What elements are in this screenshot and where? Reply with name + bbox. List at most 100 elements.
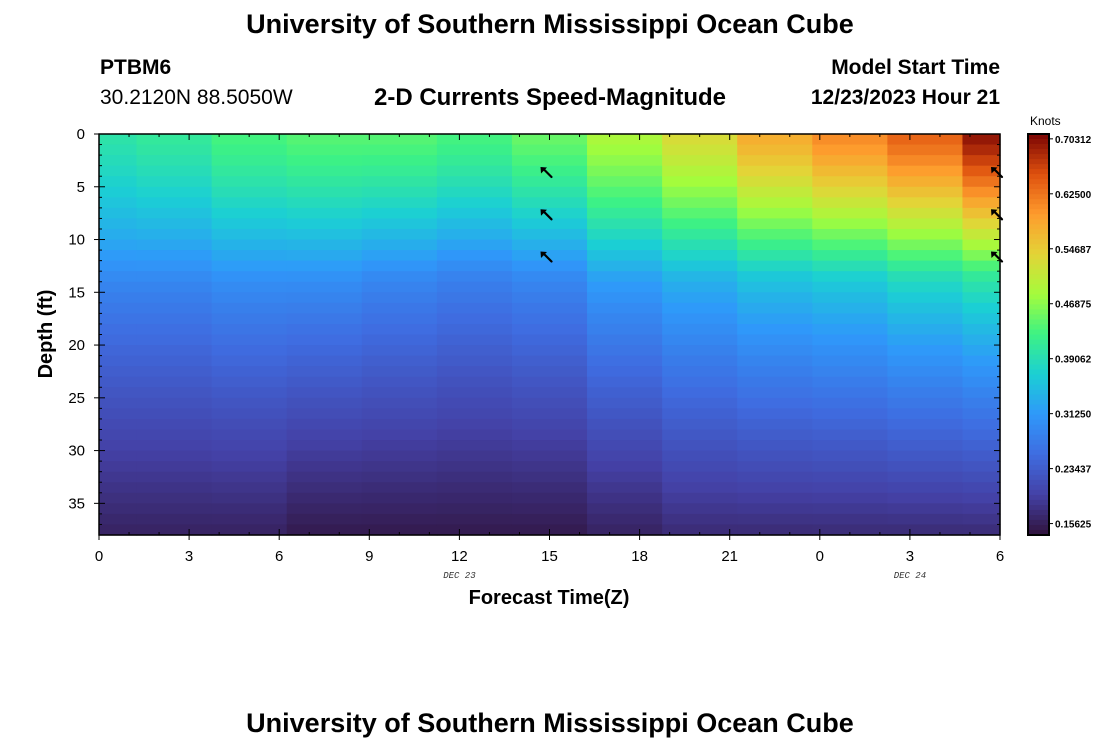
colorbar-frame [1027, 133, 1050, 536]
heatmap-cell [662, 207, 738, 220]
heatmap-cell [436, 323, 513, 336]
colorbar-cell [1028, 234, 1049, 240]
colorbar-cell [1028, 499, 1049, 506]
heatmap-cell [662, 218, 738, 230]
heatmap-cell [662, 387, 738, 399]
heatmap-cell [587, 513, 663, 526]
heatmap-cell [211, 165, 288, 177]
heatmap-cell [962, 186, 1001, 198]
x-tick-label: 18 [631, 548, 648, 565]
colorbar-cell [1028, 189, 1049, 195]
heatmap-cell [662, 492, 738, 504]
colorbar-cell [1028, 224, 1049, 230]
heatmap-cell [136, 186, 213, 198]
heatmap-cell [99, 313, 138, 325]
heatmap-cell [662, 186, 738, 198]
heatmap-cell [737, 429, 813, 441]
heatmap-cell [436, 155, 513, 167]
colorbar-cell [1028, 299, 1049, 306]
heatmap-cell [361, 471, 438, 483]
heatmap-cell [812, 429, 888, 441]
heatmap-cell [136, 387, 213, 399]
heatmap-cell [286, 271, 363, 283]
y-axis-title: Depth (ft) [35, 290, 57, 379]
arrow-head [540, 167, 547, 174]
heatmap-cell [812, 134, 888, 146]
heatmap-cell [737, 408, 813, 420]
arrow-shaft [542, 210, 553, 221]
colorbar-cell [1028, 249, 1049, 255]
heatmap-cell [587, 524, 663, 536]
heatmap-cell [286, 387, 363, 399]
colorbar-cell [1028, 424, 1049, 431]
heatmap-cell [887, 345, 964, 357]
heatmap-cell [662, 418, 738, 431]
date-label: DEC 24 [894, 571, 926, 581]
current-vector-arrow [540, 251, 553, 263]
heatmap-cell [511, 218, 588, 230]
heatmap-cell [962, 165, 1001, 177]
heatmap-cell [99, 355, 138, 367]
station-id: PTBM6 [100, 56, 172, 79]
heatmap-cell [587, 313, 663, 325]
heatmap-cell [436, 197, 513, 209]
colorbar-cell [1028, 284, 1049, 290]
heatmap-cell [587, 418, 663, 431]
heatmap-cell [99, 440, 138, 452]
heatmap-cell [812, 461, 888, 473]
heatmap-cell [887, 207, 964, 220]
heatmap-cell [136, 197, 213, 209]
heatmap-cell [737, 197, 813, 209]
heatmap-cell [211, 207, 288, 220]
heatmap-cell [587, 260, 663, 272]
heatmap-cell [812, 334, 888, 346]
heatmap-cell [286, 218, 363, 230]
heatmap-cell [587, 197, 663, 209]
heatmap-cell [436, 440, 513, 452]
heatmap-cell [99, 260, 138, 272]
heatmap-cell [361, 260, 438, 272]
heatmap-cell [436, 176, 513, 188]
heatmap-cell [962, 281, 1001, 293]
colorbar-cell [1028, 334, 1049, 341]
heatmap-cell [662, 429, 738, 441]
heatmap-cell [361, 503, 438, 515]
colorbar-cell [1028, 144, 1049, 150]
heatmap-cell [887, 292, 964, 304]
heatmap-cell [962, 450, 1001, 462]
heatmap-cell [812, 397, 888, 409]
heatmap-cell [962, 461, 1001, 473]
heatmap-cell [812, 492, 888, 504]
heatmap-cell [587, 323, 663, 336]
heatmap-cell [587, 387, 663, 399]
colorbar-cell [1028, 354, 1049, 361]
heatmap-cell [662, 513, 738, 526]
heatmap-cell [587, 271, 663, 283]
heatmap-cell [737, 482, 813, 494]
heatmap-cell [436, 292, 513, 304]
heatmap-cell [662, 239, 738, 251]
colorbar-cell [1028, 484, 1049, 491]
heatmap-cell [587, 450, 663, 462]
heatmap-cell [737, 418, 813, 431]
heatmap-cell [511, 429, 588, 441]
colorbar-tick-label: 0.31250 [1055, 410, 1092, 421]
colorbar-cell [1028, 314, 1049, 321]
heatmap-cell [436, 186, 513, 198]
heatmap-cell [511, 418, 588, 431]
colorbar-tick-label: 0.39062 [1055, 355, 1092, 366]
heatmap-cell [587, 186, 663, 198]
heatmap-cell [286, 144, 363, 156]
heatmap-cell [211, 260, 288, 272]
heatmap-cell [737, 186, 813, 198]
heatmap-cell [662, 197, 738, 209]
colorbar-cell [1028, 179, 1049, 185]
heatmap-cell [436, 471, 513, 483]
heatmap-cell [136, 334, 213, 346]
y-tick-label: 35 [68, 495, 85, 512]
heatmap-cell [887, 461, 964, 473]
heatmap-cell [511, 323, 588, 336]
heatmap-cell [737, 292, 813, 304]
heatmap-cell [962, 418, 1001, 431]
heatmap-cell [136, 144, 213, 156]
